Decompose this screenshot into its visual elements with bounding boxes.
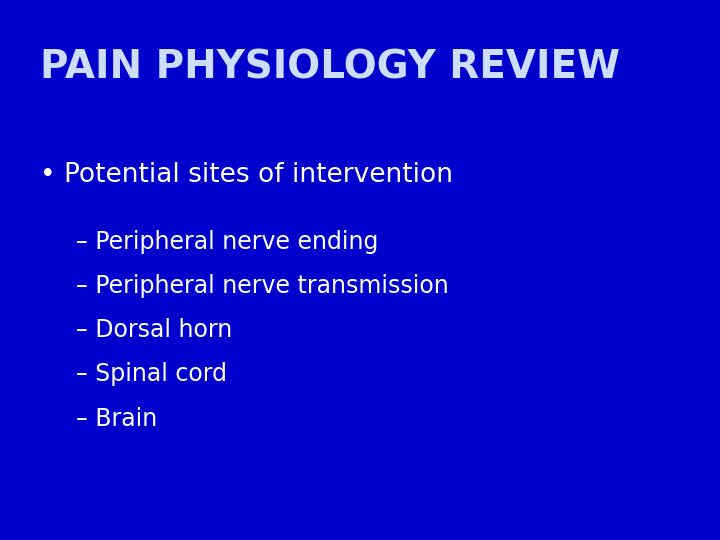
Text: – Spinal cord: – Spinal cord — [76, 362, 227, 386]
Text: • Potential sites of intervention: • Potential sites of intervention — [40, 162, 453, 188]
Text: – Peripheral nerve transmission: – Peripheral nerve transmission — [76, 274, 449, 298]
Text: PAIN PHYSIOLOGY REVIEW: PAIN PHYSIOLOGY REVIEW — [40, 49, 620, 86]
Text: – Brain: – Brain — [76, 407, 157, 430]
Text: – Peripheral nerve ending: – Peripheral nerve ending — [76, 230, 378, 253]
Text: – Dorsal horn: – Dorsal horn — [76, 318, 232, 342]
